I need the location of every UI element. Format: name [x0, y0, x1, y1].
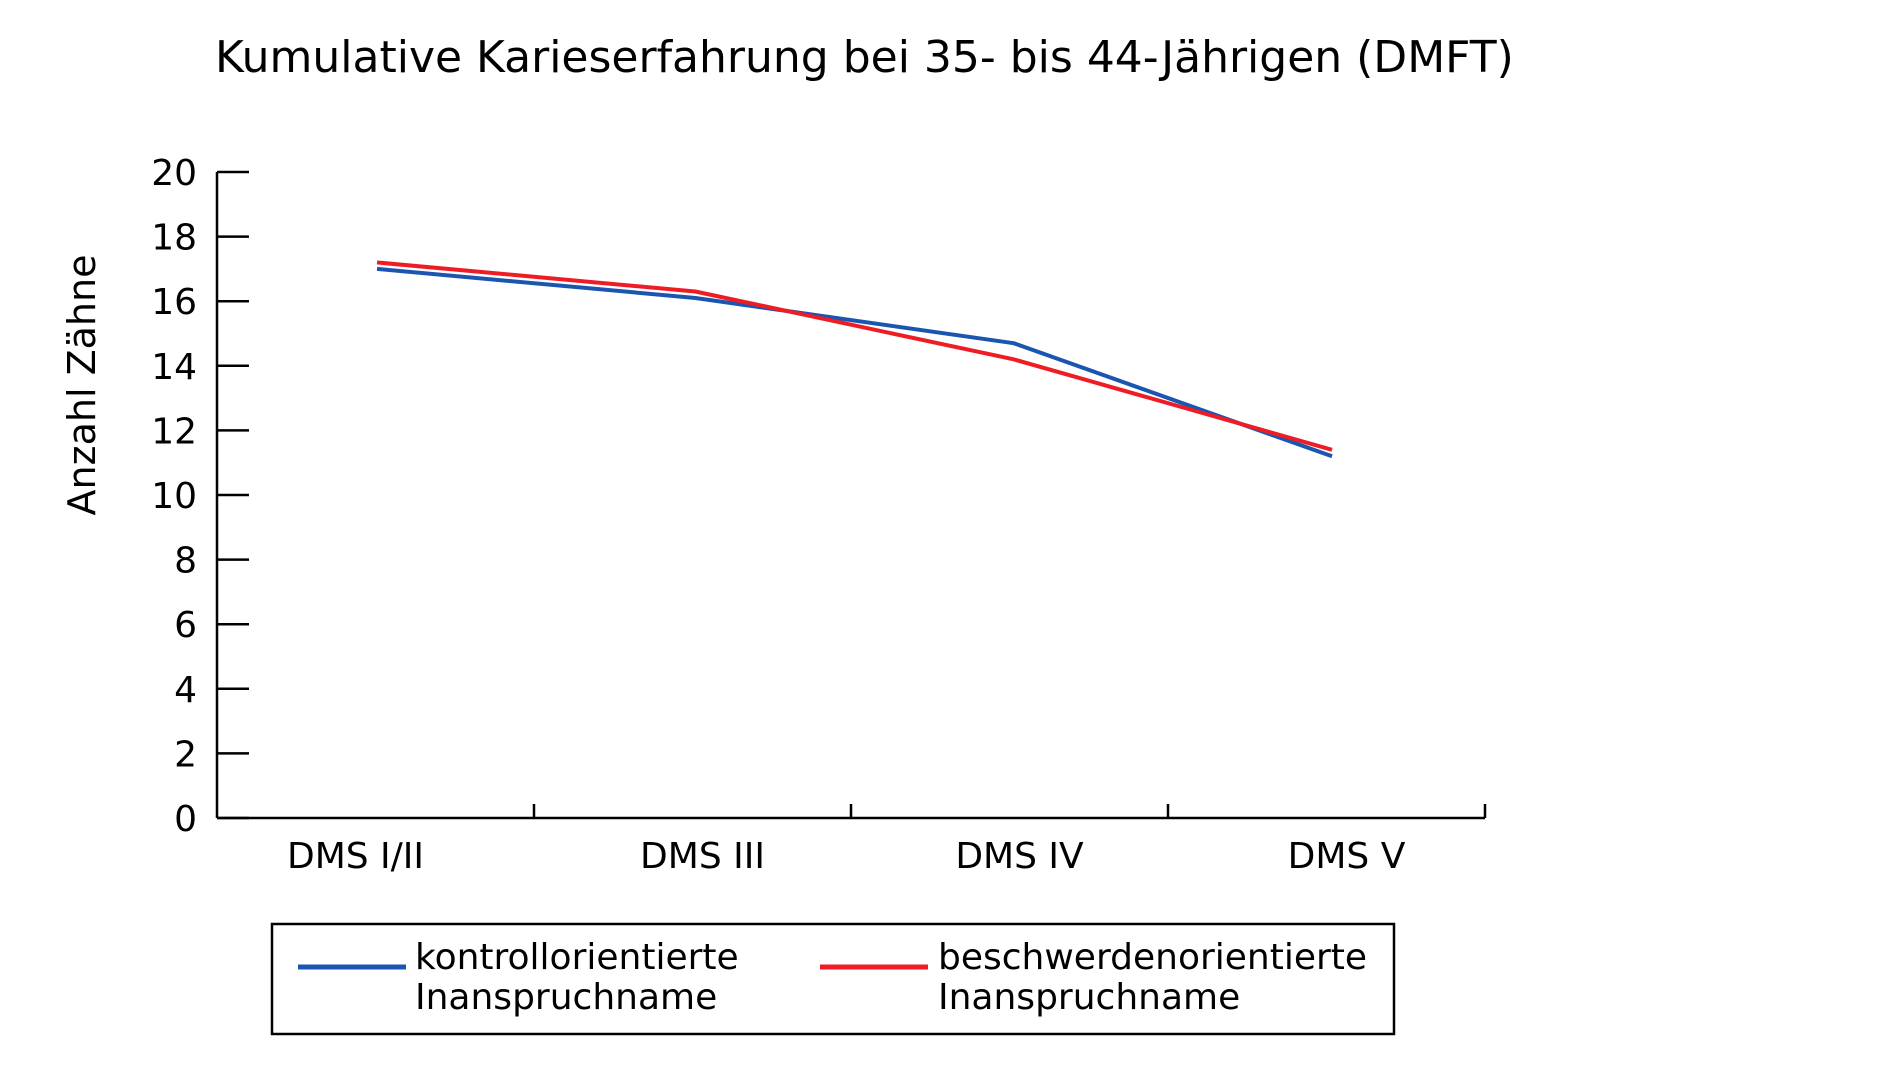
- legend-label-1: kontrollorientierte: [415, 937, 739, 978]
- y-axis-label: Anzahl Zähne: [60, 255, 104, 516]
- x-tick-label: DMS I/II: [287, 836, 424, 877]
- series-lines: [376, 260, 1333, 459]
- legend-box: [270, 922, 1396, 1036]
- x-ticks: DMS I/II DMS III DMS IV DMS V: [287, 804, 1487, 877]
- x-tick-label: DMS V: [1288, 836, 1406, 877]
- y-ticks: 0 2 4 6 8 10 12 14 16 18 20: [151, 153, 249, 840]
- y-tick-label: 20: [151, 153, 197, 194]
- y-tick-label: 2: [174, 734, 197, 775]
- legend: kontrollorientierteInanspruchnamebeschwe…: [270, 922, 1396, 1036]
- y-tick-label: 10: [151, 476, 197, 517]
- y-tick-label: 12: [151, 411, 197, 452]
- series-line-1: [376, 266, 1333, 459]
- y-tick-label: 18: [151, 218, 197, 259]
- x-tick-label: DMS IV: [955, 836, 1084, 877]
- y-tick-label: 8: [174, 541, 197, 582]
- axes: [215, 172, 1485, 820]
- x-tick-label: DMS III: [640, 836, 765, 877]
- y-tick-label: 14: [151, 347, 197, 388]
- y-tick-label: 0: [174, 799, 197, 840]
- legend-label-1: Inanspruchname: [415, 977, 717, 1018]
- chart-title: Kumulative Karieserfahrung bei 35- bis 4…: [215, 32, 1514, 83]
- series-line-2: [376, 260, 1333, 452]
- y-tick-label: 16: [151, 282, 197, 323]
- y-tick-label: 6: [174, 605, 197, 646]
- y-tick-label: 4: [174, 670, 197, 711]
- legend-label-2: beschwerdenorientierte: [938, 937, 1367, 978]
- legend-label-2: Inanspruchname: [938, 977, 1240, 1018]
